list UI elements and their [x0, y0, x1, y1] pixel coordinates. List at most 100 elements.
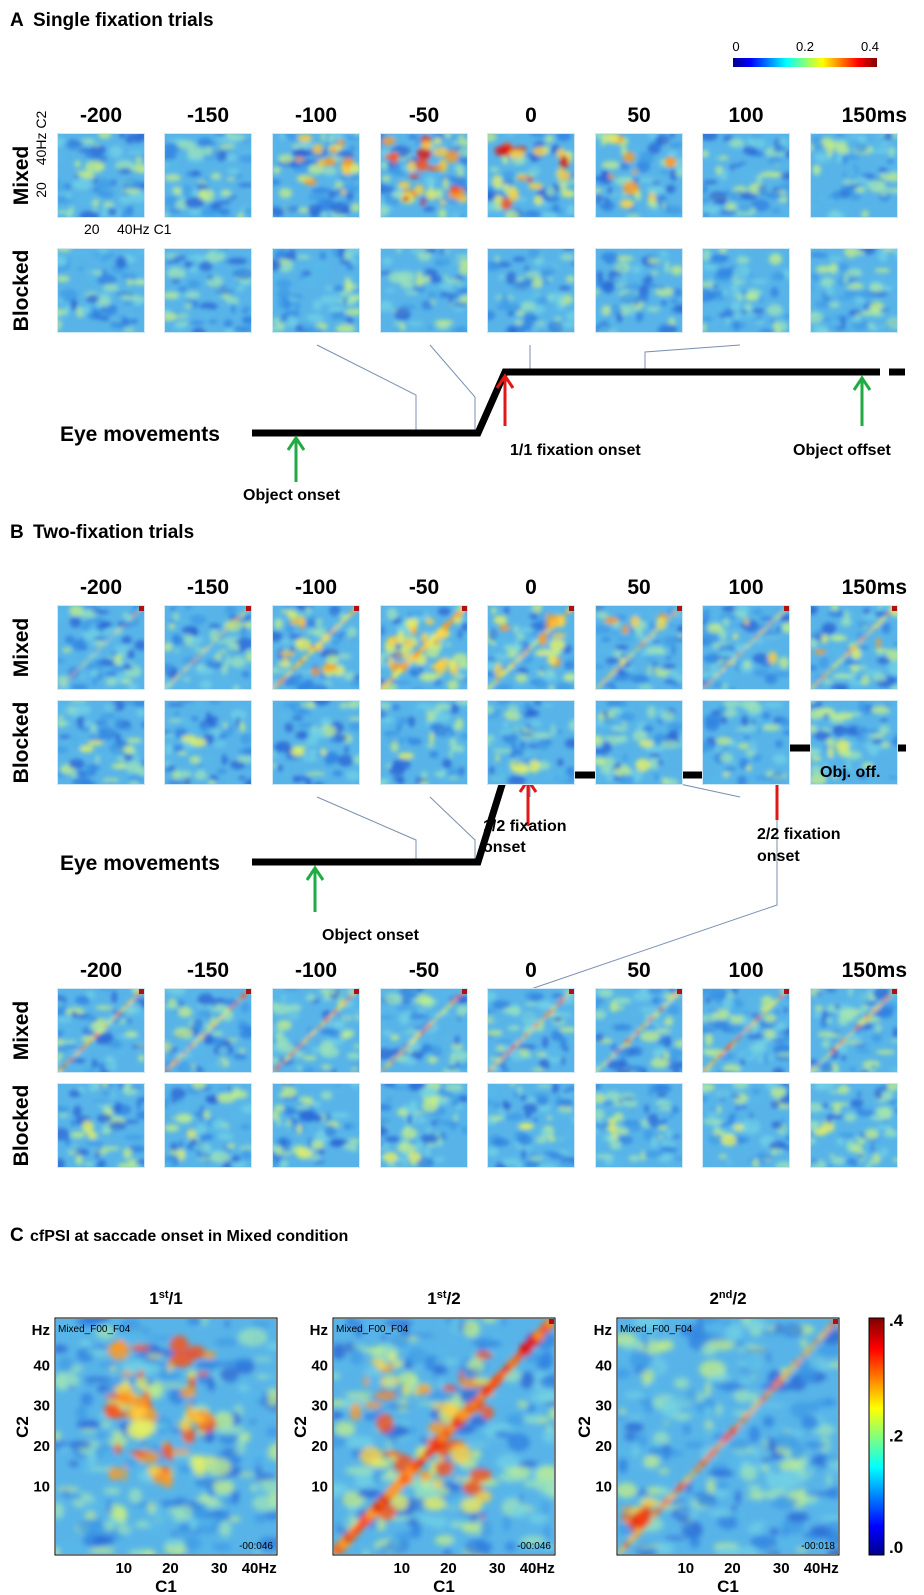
- heatmap-blob: [707, 1009, 720, 1012]
- heatmap-blob: [208, 699, 222, 705]
- heatmap-blob: [238, 305, 246, 310]
- heatmap-blob: [646, 187, 660, 192]
- heatmap-blob: [860, 1070, 870, 1075]
- heatmap-blob: [501, 294, 509, 307]
- heatmap-blob: [192, 1144, 212, 1150]
- heatmap-blob: [808, 638, 818, 648]
- heatmap-blob: [185, 291, 200, 298]
- heatmap-blob: [276, 279, 292, 288]
- heatmap-blob: [587, 664, 605, 669]
- heatmap-blob: [651, 1058, 670, 1068]
- heatmap-blob: [70, 616, 81, 627]
- heatmap-blob: [557, 774, 571, 782]
- heatmap-blob: [773, 144, 785, 153]
- heatmap-blob: [125, 761, 142, 773]
- heatmap-blob: [871, 739, 882, 744]
- heatmap-blob: [829, 635, 847, 641]
- heatmap-blob: [494, 616, 508, 625]
- heatmap-blob: [169, 1116, 180, 1119]
- heatmap-blob: [406, 1048, 414, 1053]
- heatmap-blob: [775, 1161, 794, 1170]
- heatmap-blob: [121, 209, 128, 220]
- heatmap-blob: [170, 984, 186, 995]
- heatmap-blob: [125, 1537, 133, 1541]
- heatmap-blob: [820, 1021, 827, 1028]
- heatmap-blob: [238, 776, 245, 780]
- heatmap-blob: [279, 315, 288, 323]
- heatmap-blob: [441, 176, 456, 181]
- row-label: Blocked: [10, 250, 33, 332]
- heatmap-blob: [277, 765, 283, 772]
- heatmap-blob: [601, 252, 619, 262]
- heatmap-blob: [701, 681, 707, 685]
- heatmap-blob: [548, 321, 563, 333]
- heatmap-blob: [76, 1420, 100, 1429]
- heatmap-blob: [716, 737, 732, 746]
- heatmap-blob: [614, 262, 630, 274]
- heatmap-blob: [596, 147, 601, 155]
- heatmap-blob: [887, 776, 899, 779]
- heatmap-blob: [841, 1054, 845, 1061]
- heatmap-blob: [430, 664, 445, 669]
- heatmap-blob: [440, 200, 445, 206]
- heatmap-blob: [854, 677, 863, 680]
- heatmap-blob: [101, 1127, 112, 1135]
- heatmap-blob: [110, 146, 123, 158]
- heatmap-blob: [635, 311, 644, 322]
- heatmap-blob: [806, 206, 820, 209]
- heatmap-blob: [322, 1004, 332, 1010]
- heatmap-blob: [418, 1117, 426, 1123]
- heatmap-blob: [263, 1391, 269, 1402]
- heatmap-blob: [350, 259, 357, 266]
- heatmap-blob: [346, 1436, 374, 1449]
- heatmap-blob: [457, 1005, 466, 1016]
- heatmap-blob: [550, 1116, 561, 1119]
- heatmap-blob: [762, 1156, 774, 1160]
- heatmap-blob: [829, 263, 837, 274]
- heatmap-blob: [604, 1099, 613, 1102]
- heatmap-blob: [525, 663, 540, 671]
- heatmap-blob: [402, 609, 408, 614]
- heatmap-blob: [647, 664, 653, 676]
- heatmap-blob: [345, 1124, 350, 1130]
- heatmap-blob: [849, 193, 861, 201]
- heatmap-blob: [376, 1006, 386, 1015]
- event-label: Object onset: [243, 487, 341, 504]
- heatmap-blob: [672, 1027, 677, 1038]
- heatmap-blob: [513, 1506, 529, 1518]
- heatmap-blob: [93, 1066, 100, 1075]
- heatmap-blob: [747, 1098, 765, 1104]
- heatmap: [589, 1083, 686, 1172]
- heatmap-blob: [281, 1138, 286, 1148]
- heatmap-blob: [894, 642, 898, 646]
- heatmap-blob: [591, 758, 607, 765]
- heatmap-blob: [282, 604, 294, 610]
- heatmap-blob: [469, 1469, 491, 1482]
- heatmap-blob: [665, 184, 675, 193]
- heatmap-blob: [769, 1141, 786, 1150]
- heatmap-blob: [612, 676, 631, 681]
- heatmap-blob: [52, 747, 68, 753]
- heatmap-blob: [221, 190, 230, 197]
- heatmap-blob: [446, 642, 452, 646]
- heatmap-blob: [556, 130, 571, 142]
- heatmap-blob: [267, 631, 282, 642]
- heatmap-blob: [463, 1480, 482, 1495]
- heatmap-blob: [164, 1124, 179, 1132]
- heatmap-blob: [404, 1057, 417, 1065]
- heatmap-blob: [123, 1147, 132, 1159]
- heatmap-blob: [860, 290, 874, 299]
- heatmap-blob: [738, 204, 751, 213]
- heatmap-blob: [288, 1100, 295, 1107]
- heatmap-blob: [840, 316, 845, 327]
- heatmap-blob: [384, 993, 402, 1004]
- heatmap-blob: [881, 622, 891, 633]
- heatmap-blob: [639, 740, 654, 748]
- heatmap-blob: [524, 1479, 541, 1488]
- heatmap-blob: [857, 1153, 865, 1160]
- heatmap-blob: [550, 639, 566, 651]
- heatmap-blob: [69, 1103, 75, 1107]
- heatmap-blob: [598, 325, 611, 336]
- heatmap-blob: [719, 651, 736, 661]
- time-label: -50: [409, 959, 439, 982]
